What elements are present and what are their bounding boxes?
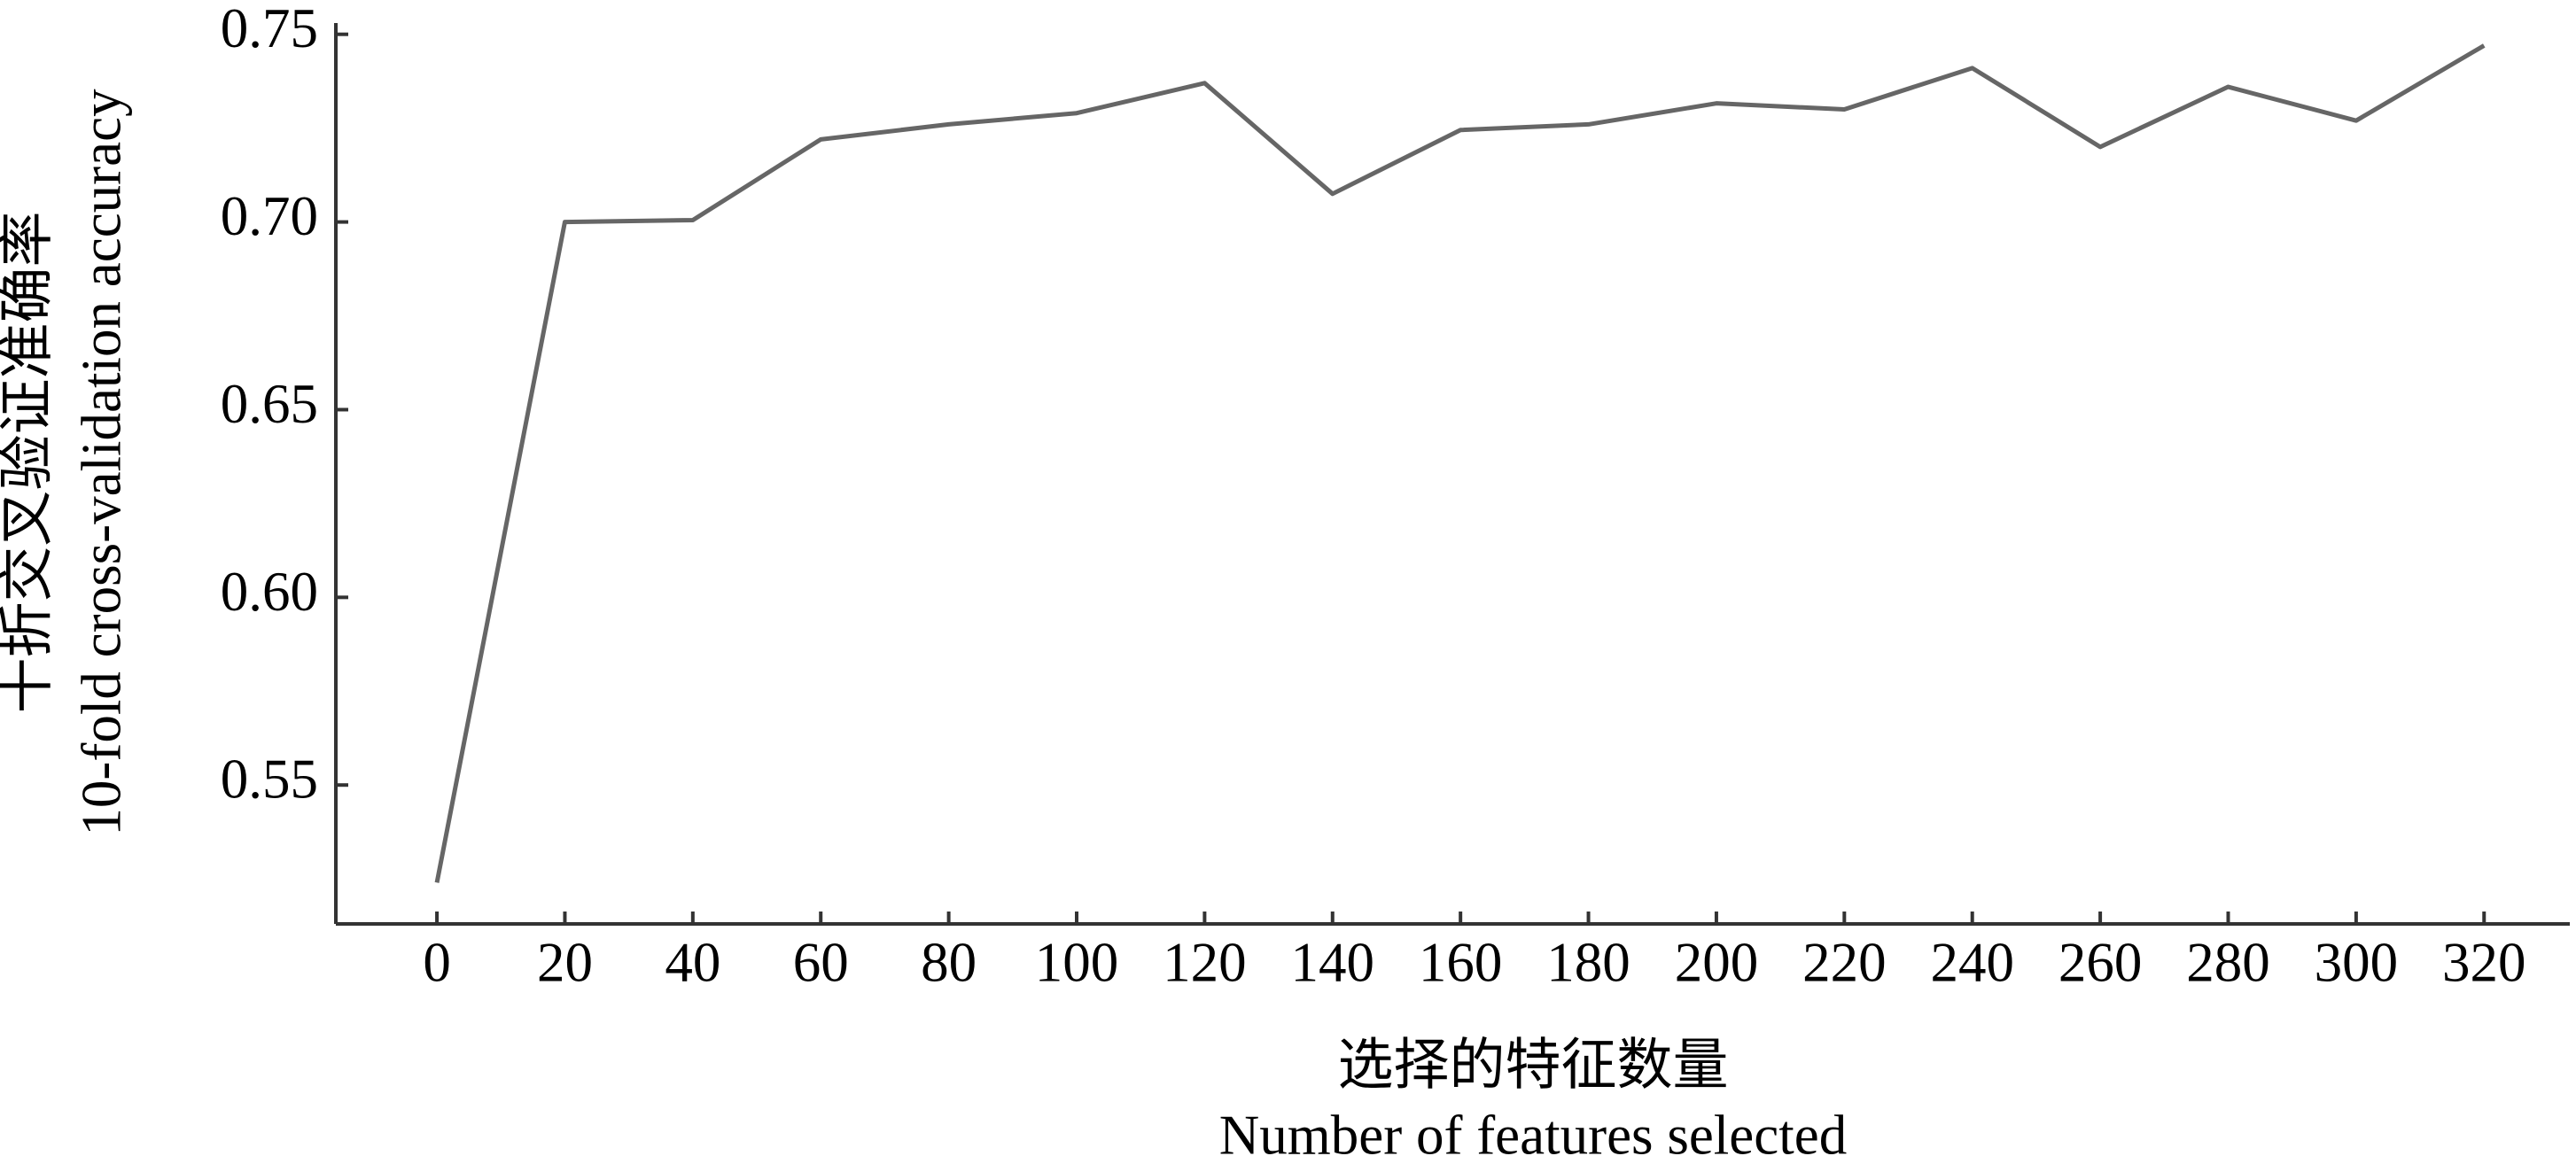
x-tick-label: 220: [1802, 931, 1887, 993]
x-tick-label: 100: [1035, 931, 1119, 993]
x-tick-label: 260: [2058, 931, 2143, 993]
data-line: [434, 43, 2486, 883]
x-tick-label: 300: [2315, 931, 2399, 993]
x-tick-label: 80: [921, 931, 977, 993]
x-tick-label: 320: [2442, 931, 2526, 993]
y-tick-label: 0.60: [221, 561, 318, 623]
x-tick-label: 140: [1291, 931, 1375, 993]
x-tick-label: 160: [1419, 931, 1503, 993]
x-axis-label: Number of features selected: [1219, 1104, 1847, 1156]
x-tick-label: 40: [665, 931, 720, 993]
x-tick-label: 240: [1930, 931, 2014, 993]
y-tick-label: 0.65: [221, 373, 318, 435]
y-axis-label: 十折交叉验证准确率: [0, 212, 58, 714]
y-axis-label: 10-fold cross-validation accuracy: [70, 89, 132, 836]
x-tick-label: 280: [2186, 931, 2270, 993]
y-tick-label: 0.70: [221, 185, 318, 247]
x-tick-label: 120: [1163, 931, 1247, 993]
x-tick-label: 20: [537, 931, 593, 993]
x-axis-label: 选择的特征数量: [1338, 1034, 1729, 1096]
x-tick-label: 200: [1675, 931, 1759, 993]
x-tick-label: 60: [793, 931, 849, 993]
y-tick-label: 0.75: [221, 0, 318, 59]
y-tick-label: 0.55: [221, 749, 318, 811]
x-tick-label: 0: [423, 931, 451, 993]
x-tick-label: 180: [1546, 931, 1630, 993]
